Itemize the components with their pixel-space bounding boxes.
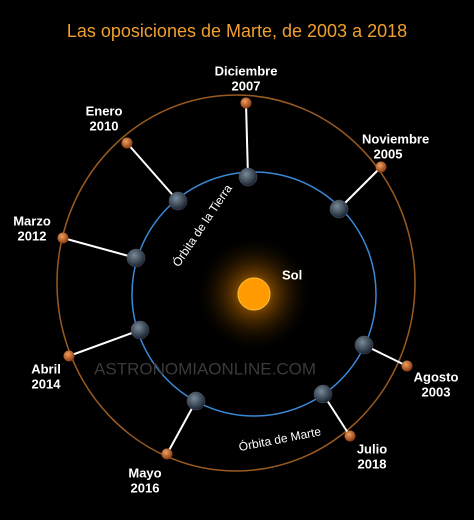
month-label: Enero <box>86 103 123 118</box>
earth <box>186 391 206 411</box>
mars <box>240 97 252 109</box>
mars <box>121 137 133 149</box>
year-label: 2016 <box>131 480 160 495</box>
sun-label: Sol <box>282 267 302 282</box>
earth <box>130 320 150 340</box>
sun <box>237 277 271 311</box>
mars <box>344 430 356 442</box>
month-label: Mayo <box>128 465 161 480</box>
month-label: Abril <box>31 361 61 376</box>
mars <box>57 232 69 244</box>
year-label: 2012 <box>18 228 47 243</box>
month-label: Diciembre <box>215 63 278 78</box>
month-label: Julio <box>357 441 387 456</box>
earth <box>168 191 188 211</box>
year-label: 2003 <box>422 384 451 399</box>
mars <box>401 360 413 372</box>
month-label: Agosto <box>414 369 459 384</box>
connector <box>338 166 382 210</box>
earth <box>329 199 349 219</box>
connector <box>166 400 197 455</box>
earth <box>313 384 333 404</box>
year-label: 2007 <box>232 78 261 93</box>
year-label: 2010 <box>90 118 119 133</box>
year-label: 2018 <box>358 456 387 471</box>
year-label: 2014 <box>32 376 62 391</box>
watermark: ASTRONOMIAONLINE.COM <box>94 359 316 378</box>
connector <box>245 102 249 178</box>
month-label: Marzo <box>13 213 51 228</box>
month-label: Noviembre <box>362 131 429 146</box>
connector <box>126 142 179 202</box>
year-label: 2005 <box>374 146 403 161</box>
mars <box>63 350 75 362</box>
connector <box>68 329 141 357</box>
title: Las oposiciones de Marte, de 2003 a 2018 <box>67 21 407 41</box>
connector <box>62 237 137 259</box>
earth <box>238 167 258 187</box>
earth <box>126 248 146 268</box>
mars <box>161 448 173 460</box>
mars <box>375 161 387 173</box>
earth <box>354 335 374 355</box>
mars-orbit <box>56 94 416 472</box>
